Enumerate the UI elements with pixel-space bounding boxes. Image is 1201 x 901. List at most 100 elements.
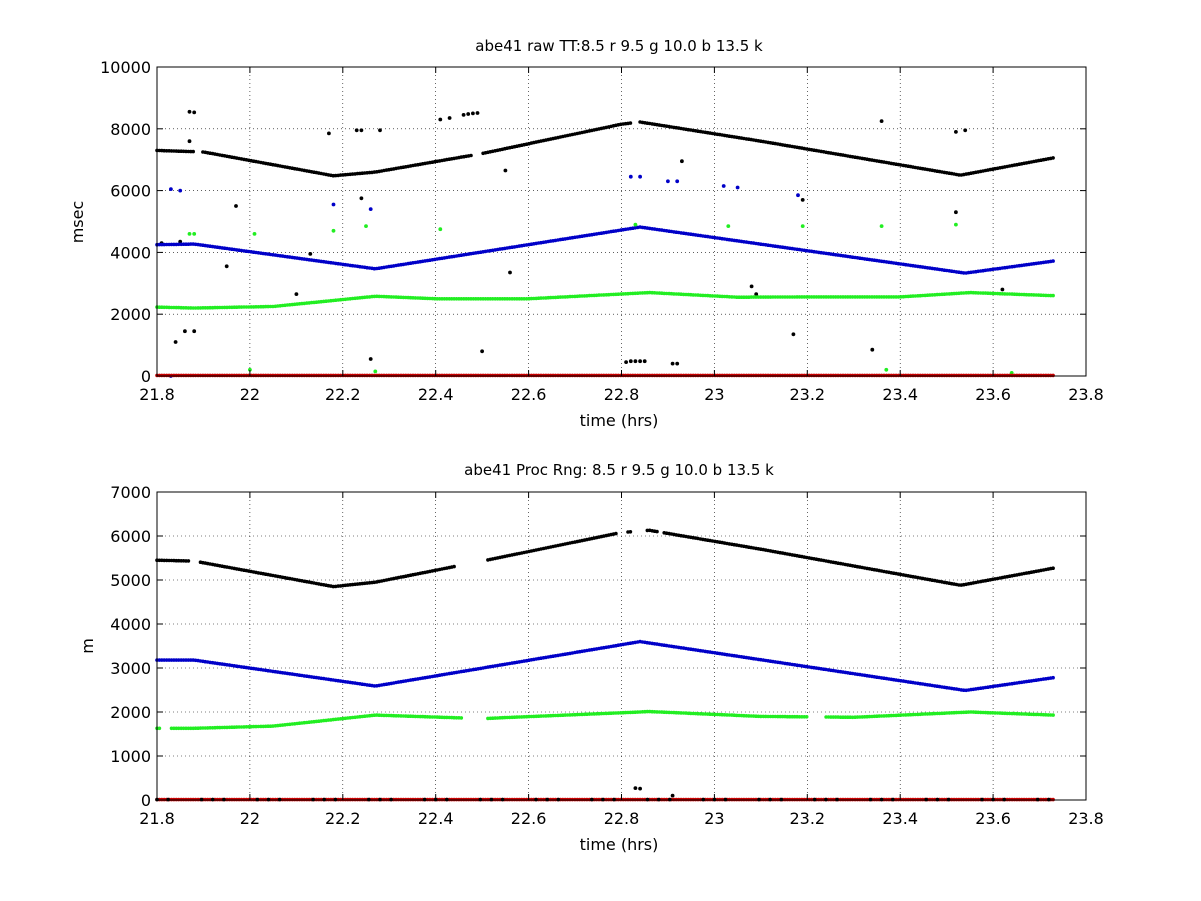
data-point xyxy=(193,726,198,730)
y-axis-label: msec xyxy=(68,201,87,244)
series-2 xyxy=(155,222,1055,375)
outlier-point xyxy=(471,111,475,116)
outlier-point xyxy=(447,116,452,120)
outlier-point xyxy=(726,224,731,229)
outlier-point xyxy=(378,128,382,133)
x-tick-label: 23 xyxy=(704,385,724,404)
data-point xyxy=(176,658,181,662)
x-tick-label: 23 xyxy=(704,809,724,828)
outlier-point xyxy=(178,188,183,193)
outlier-point xyxy=(187,109,192,114)
data-point xyxy=(1051,373,1055,378)
outlier-point xyxy=(466,112,471,116)
outlier-point xyxy=(628,359,633,364)
y-tick-label: 0 xyxy=(141,791,151,810)
outlier-point xyxy=(628,174,633,179)
outlier-point xyxy=(721,184,726,188)
outlier-point xyxy=(884,367,889,372)
data-point xyxy=(459,297,464,301)
grid-lines xyxy=(157,67,1086,376)
y-tick-label: 1000 xyxy=(110,747,151,766)
outlier-point xyxy=(187,232,192,236)
outlier-point xyxy=(675,361,680,366)
y-tick-label: 0 xyxy=(141,367,151,386)
outlier-point xyxy=(666,179,670,184)
data-point xyxy=(819,295,823,299)
x-tick-label: 22.4 xyxy=(418,385,454,404)
x-tick-label: 23.6 xyxy=(975,385,1011,404)
outlier-point xyxy=(870,347,875,352)
outlier-point xyxy=(308,252,313,256)
data-point xyxy=(382,713,386,718)
y-axis-label: m xyxy=(78,638,97,654)
tick-labels: 21.8 22 22.2 22.4 22.6 22.8 23 23.2 23.4 23.6 23.8… xyxy=(110,483,1104,828)
y-tick-label: 6000 xyxy=(110,527,151,546)
data-point xyxy=(788,295,792,299)
outlier-point xyxy=(624,360,628,364)
outlier-point xyxy=(438,117,443,122)
data-point xyxy=(773,295,778,299)
outlier-point xyxy=(192,329,197,334)
outlier-point xyxy=(879,119,884,123)
outlier-point xyxy=(642,359,647,364)
outlier-point xyxy=(1000,287,1005,292)
series-1 xyxy=(155,639,1055,693)
x-axis-label: time (hrs) xyxy=(580,411,659,430)
data-point xyxy=(507,297,512,301)
data-point xyxy=(469,153,473,158)
outlier-point xyxy=(373,369,378,374)
data-point xyxy=(176,149,181,153)
outlier-point xyxy=(480,349,484,354)
outlier-point xyxy=(438,227,443,232)
chart-title: abe41 raw TT:8.5 r 9.5 g 10.0 b 13.5 k xyxy=(475,37,763,55)
data-point xyxy=(804,295,809,299)
y-tick-label: 6000 xyxy=(110,182,151,201)
outlier-point xyxy=(192,232,197,236)
data-point xyxy=(208,305,212,310)
x-tick-label: 22.8 xyxy=(604,809,640,828)
outlier-point xyxy=(359,196,364,201)
data-point xyxy=(1051,293,1055,298)
data-point xyxy=(476,297,481,301)
outlier-point xyxy=(954,130,958,134)
outlier-point xyxy=(461,113,466,117)
data-point xyxy=(882,295,886,299)
data-point xyxy=(788,714,792,719)
data-point xyxy=(176,726,181,731)
outlier-point xyxy=(954,222,958,227)
y-tick-label: 8000 xyxy=(110,120,151,139)
outlier-point xyxy=(754,292,759,296)
data-point xyxy=(759,295,763,299)
outlier-point xyxy=(368,207,373,212)
x-tick-label: 23.2 xyxy=(789,809,825,828)
outlier-point xyxy=(331,202,336,207)
data-point xyxy=(191,149,195,154)
x-tick-label: 22.4 xyxy=(418,809,454,828)
data-point xyxy=(459,716,464,720)
outlier-point xyxy=(680,159,684,164)
x-axis-label: time (hrs) xyxy=(580,835,659,854)
data-point xyxy=(208,726,212,730)
data-point xyxy=(1051,259,1055,263)
data-point xyxy=(157,726,162,731)
y-tick-label: 3000 xyxy=(110,659,151,678)
outlier-point xyxy=(368,357,373,361)
outlier-point xyxy=(879,224,884,229)
data-points xyxy=(155,109,1055,378)
data-point xyxy=(836,295,840,299)
data-point xyxy=(1051,713,1055,717)
x-tick-label: 22 xyxy=(240,385,260,404)
outlier-point xyxy=(800,224,805,229)
outlier-point xyxy=(638,359,642,364)
data-point xyxy=(628,530,633,534)
data-point xyxy=(490,297,495,301)
outlier-point xyxy=(633,222,638,227)
outlier-point xyxy=(963,128,968,133)
y-tick-label: 4000 xyxy=(110,615,151,634)
chart-raw-tt: abe41 raw TT:8.5 r 9.5 g 10.0 b 13.5 k 2… xyxy=(68,37,1104,430)
outlier-point xyxy=(354,128,359,133)
outlier-point xyxy=(252,232,257,236)
x-tick-label: 21.8 xyxy=(139,385,175,404)
series-0 xyxy=(155,109,1055,366)
data-point xyxy=(162,305,166,310)
